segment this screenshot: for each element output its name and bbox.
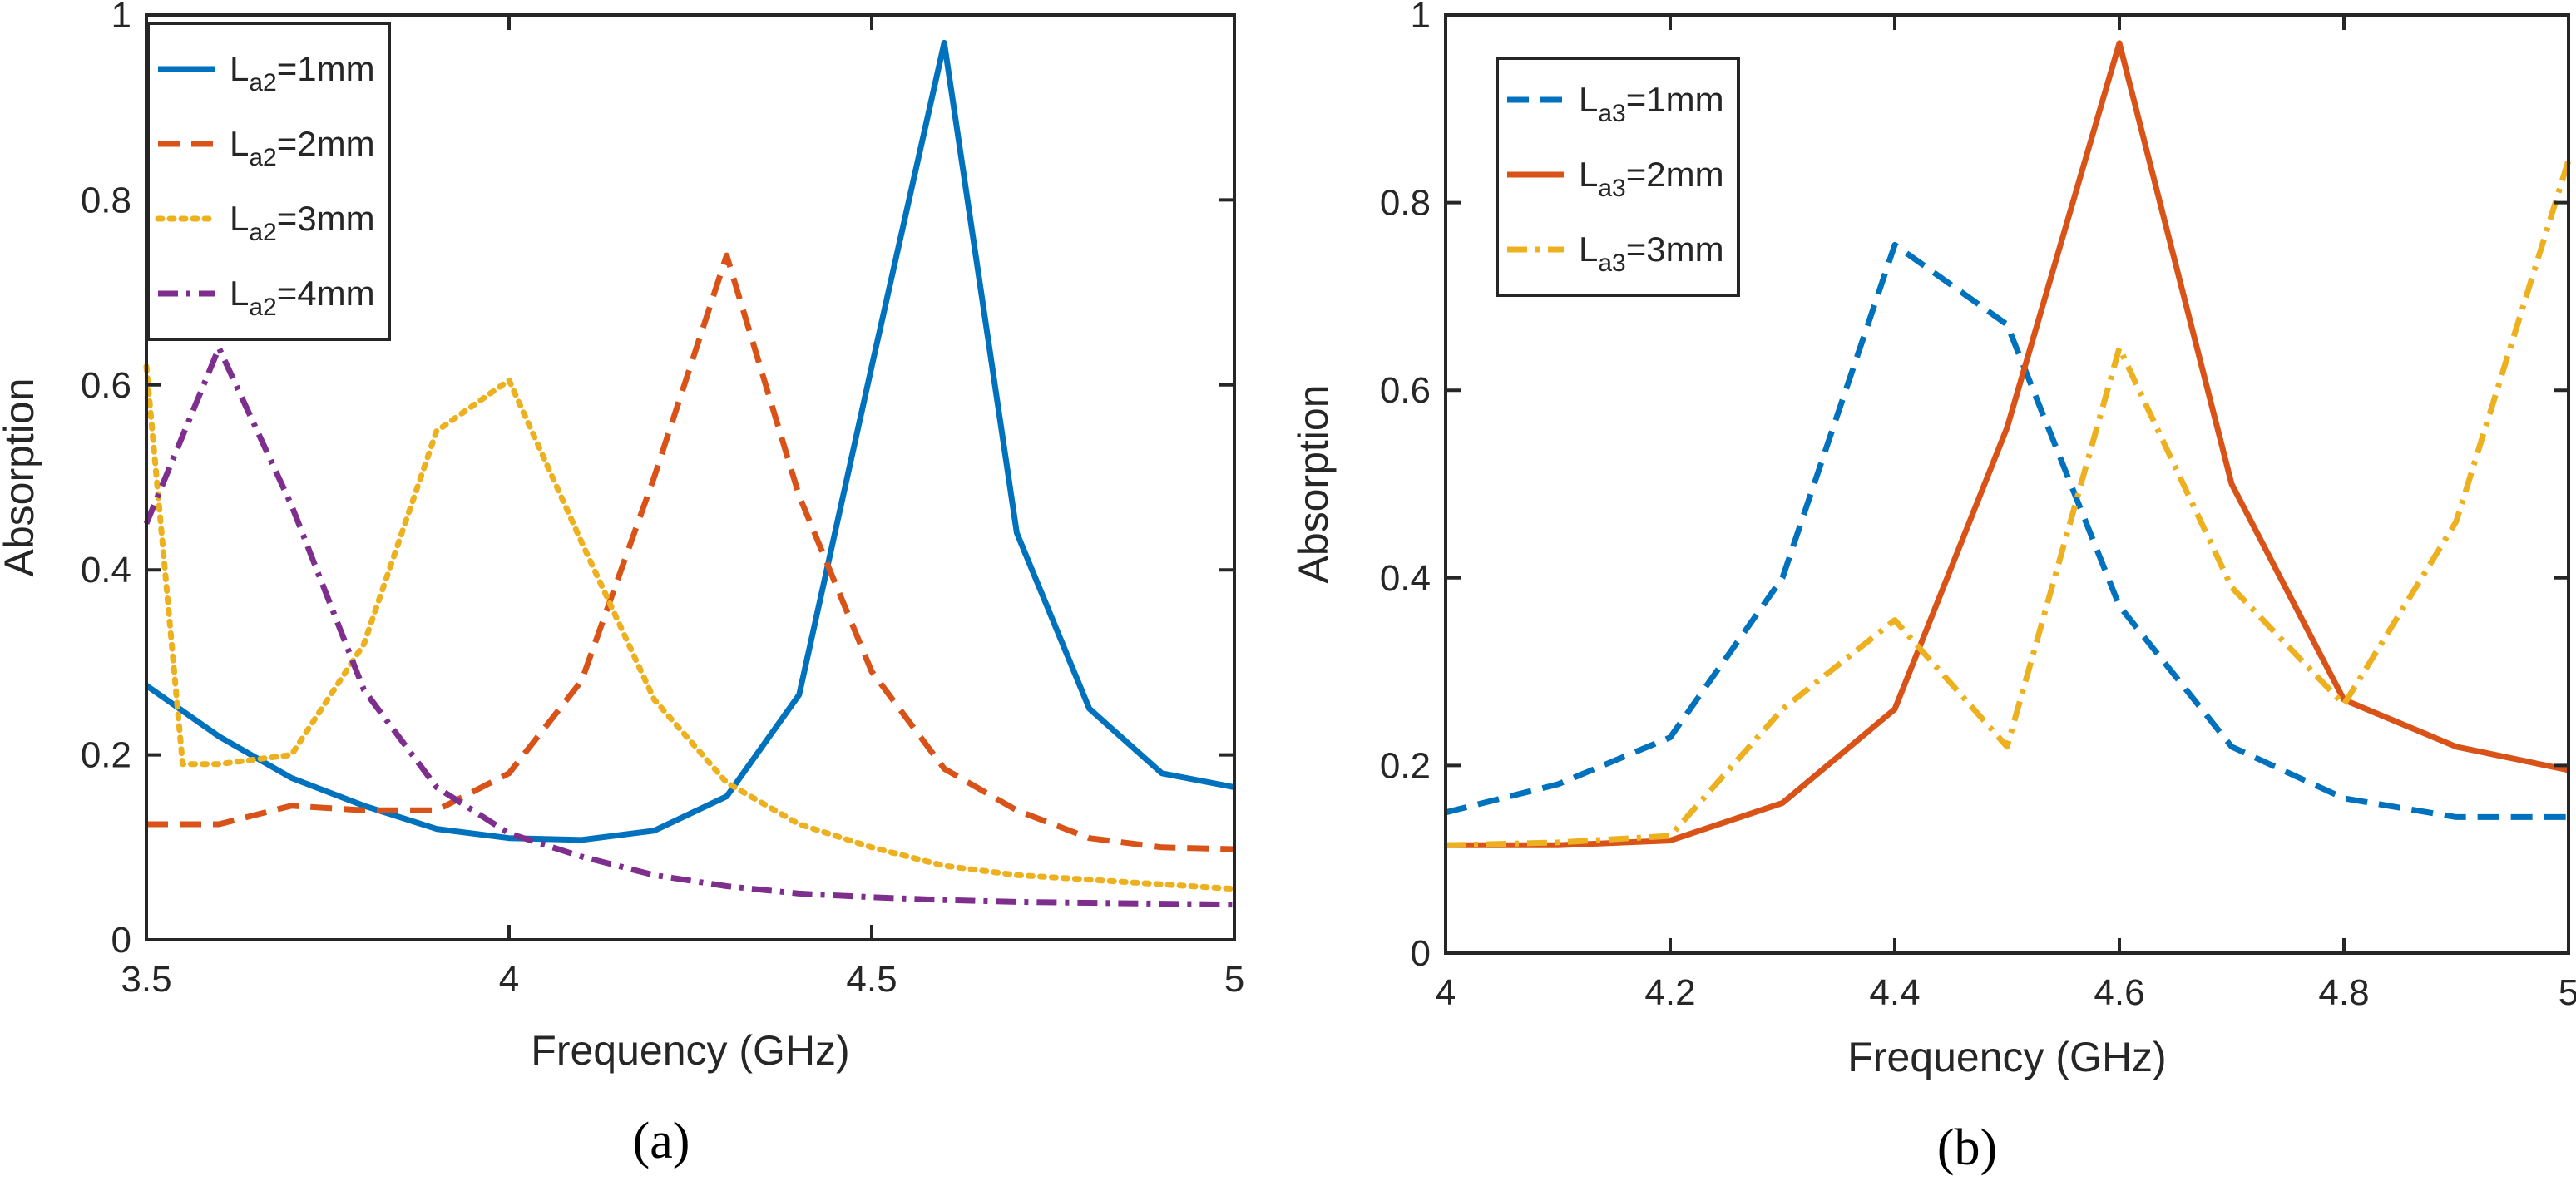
legend-label-2: La2=2mm [230,124,375,171]
y-tick-label: 0 [1411,933,1431,974]
x-tick-label: 3.5 [121,959,171,1000]
y-tick-label: 0.6 [81,365,131,406]
legend-box [146,22,391,341]
x-tick-label: 5 [1224,959,1244,1000]
x-axis-label: Frequency (GHz) [1847,1034,2166,1080]
legend-label-3: La3=3mm [1579,230,1724,277]
legend-label-3: La2=3mm [230,199,375,246]
axes-box [145,13,1236,941]
series-line-3 [143,363,1238,892]
y-tick-label: 0.8 [81,180,131,220]
series-line-1 [144,39,1235,843]
series-line-3 [1445,159,2572,848]
x-tick-label: 4.6 [2094,972,2144,1013]
y-axis-label: Absorption [1290,384,1337,583]
x-tick-label: 5 [2559,972,2576,1013]
y-tick-label: 0.4 [81,550,131,590]
axes-box [1444,13,2570,955]
panel-a: 3.5 4 4.5 5 0 0.2 0.4 0.6 0.8 1 Frequency (GHz) Abs… [0,0,1244,1169]
panel-caption: (b) [1937,1119,1997,1176]
x-tick-label: 4 [1436,972,1456,1013]
panel-b: 4 4.2 4.4 4.6 4.8 5 0 0.2 0.4 0.6 0.8 1 Frequency (G… [1290,0,2576,1176]
panel-caption: (a) [633,1113,690,1169]
series-line-4 [143,344,1235,908]
y-tick-label: 0.2 [81,735,131,776]
x-tick-label: 4.2 [1644,972,1695,1013]
legend-label-1: La3=1mm [1579,80,1724,127]
legend-label-2: La3=2mm [1579,155,1724,202]
x-axis-label: Frequency (GHz) [531,1027,849,1074]
y-tick-label: 1 [111,0,131,36]
y-tick-label: 1 [1411,0,1431,36]
legend: La2=1mm La2=2mm La2=3mm La2=4mm [146,22,391,341]
legend: La3=1mm La3=2mm La3=3mm [1496,57,1740,297]
y-tick-label: 0.2 [1380,745,1431,786]
x-tick-label: 4 [499,959,519,1000]
y-tick-label: 0.4 [1380,558,1431,599]
x-tick-label: 4.5 [846,959,897,1000]
series-line-2 [1446,40,2569,848]
series-line-2 [146,252,1235,852]
x-tick-label: 4.4 [1869,972,1920,1013]
series-line-1 [1445,241,2569,820]
y-tick-label: 0.8 [1380,183,1431,224]
y-tick-label: 0.6 [1380,370,1431,411]
legend-label-4: La2=4mm [230,274,375,321]
x-tick-label: 4.8 [2318,972,2369,1013]
y-axis-label: Absorption [0,378,42,576]
y-tick-label: 0 [111,920,131,961]
legend-label-1: La2=1mm [230,49,375,96]
